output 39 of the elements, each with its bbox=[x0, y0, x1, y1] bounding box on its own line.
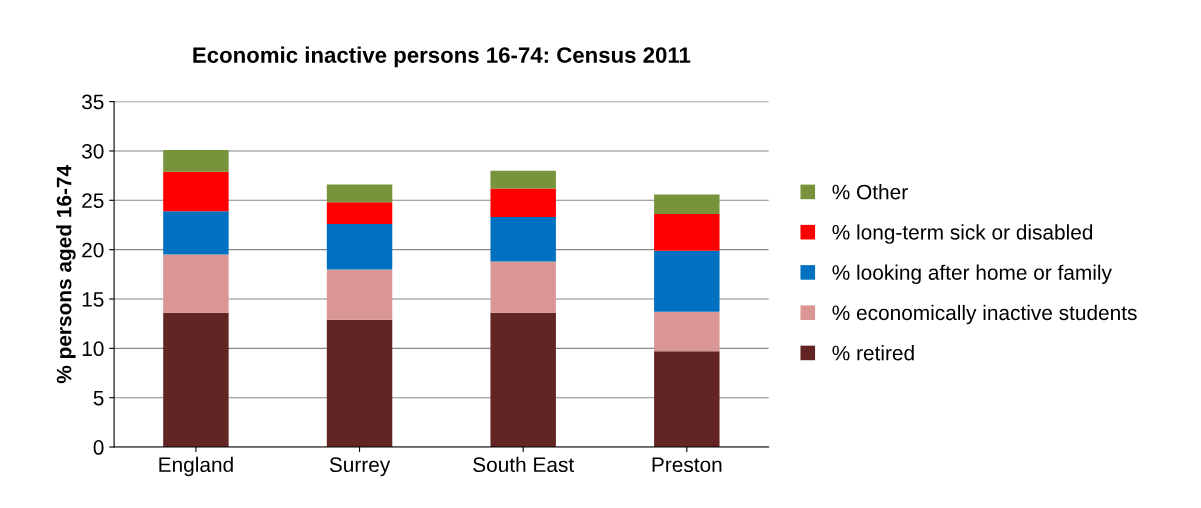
bar bbox=[654, 311, 720, 352]
legend-label: % Other bbox=[832, 184, 908, 200]
x-tick-label: South East bbox=[473, 456, 574, 473]
bar bbox=[490, 170, 556, 189]
bar bbox=[490, 261, 556, 313]
bar bbox=[326, 184, 393, 203]
legend-label: % economically inactive students bbox=[832, 304, 1137, 325]
bar bbox=[490, 188, 556, 218]
legend-label: % looking after home or family bbox=[832, 264, 1112, 285]
bar bbox=[163, 254, 229, 313]
y-tick-label: 25 bbox=[82, 193, 104, 209]
y-tick-label: 30 bbox=[82, 143, 104, 159]
bar bbox=[654, 250, 720, 312]
bar bbox=[163, 149, 229, 172]
bar bbox=[490, 312, 556, 448]
bar bbox=[163, 171, 229, 212]
bar bbox=[163, 211, 229, 255]
y-tick-label: 15 bbox=[82, 292, 104, 307]
y-tick-label: 35 bbox=[82, 94, 104, 110]
legend-label: % retired bbox=[832, 345, 914, 361]
chart-title: Economic inactive persons 16-74: Census 2011 bbox=[193, 46, 691, 68]
bar bbox=[326, 202, 393, 224]
bar bbox=[490, 217, 556, 262]
x-tick-label: Preston bbox=[652, 457, 722, 473]
y-tick-label: 5 bbox=[93, 390, 104, 406]
x-tick-label: Surrey bbox=[329, 457, 391, 477]
bar bbox=[326, 223, 393, 270]
y-tick-label: 10 bbox=[82, 341, 104, 357]
y-tick-label: 0 bbox=[93, 440, 104, 455]
bar bbox=[326, 269, 393, 320]
x-tick-label: England bbox=[159, 456, 233, 477]
bar bbox=[326, 319, 393, 448]
bar bbox=[654, 194, 720, 215]
bar bbox=[654, 214, 720, 251]
y-tick-label: 20 bbox=[82, 242, 104, 258]
y-axis-title: % persons aged 16-74 bbox=[56, 165, 76, 384]
bar bbox=[654, 351, 720, 448]
legend-label: % long-term sick or disabled bbox=[832, 224, 1093, 244]
bar bbox=[163, 312, 229, 448]
